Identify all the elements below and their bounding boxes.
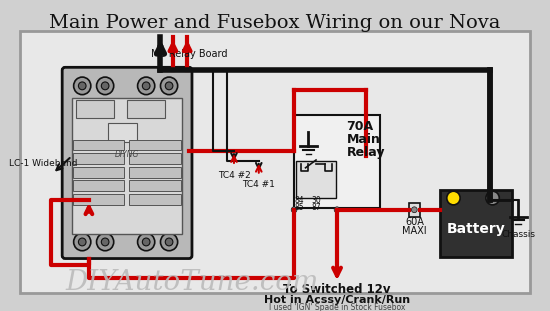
Circle shape xyxy=(79,82,86,90)
Bar xyxy=(294,115,380,208)
Circle shape xyxy=(138,233,155,251)
Circle shape xyxy=(334,207,340,213)
Circle shape xyxy=(165,238,173,246)
Text: I used 'IGN' Spade in Stock Fusebox: I used 'IGN' Spade in Stock Fusebox xyxy=(269,303,405,311)
Text: 85: 85 xyxy=(294,203,304,212)
Text: TC4 #1: TC4 #1 xyxy=(243,180,275,189)
Bar xyxy=(73,194,124,205)
Circle shape xyxy=(101,82,109,90)
Circle shape xyxy=(74,233,91,251)
Text: Battery: Battery xyxy=(447,222,505,236)
Bar xyxy=(129,180,180,191)
FancyBboxPatch shape xyxy=(62,67,192,258)
Circle shape xyxy=(97,233,114,251)
Text: DIYAutoTune.com: DIYAutoTune.com xyxy=(65,269,318,296)
Circle shape xyxy=(101,238,109,246)
Text: Main Power and Fusebox Wiring on our Nova: Main Power and Fusebox Wiring on our Nov… xyxy=(50,14,501,32)
Bar xyxy=(409,203,420,216)
Text: LC-1 Wideband: LC-1 Wideband xyxy=(9,160,78,168)
Text: To Switched 12v: To Switched 12v xyxy=(283,283,391,296)
Text: MS Relay Board: MS Relay Board xyxy=(151,49,227,59)
Circle shape xyxy=(411,207,417,213)
Circle shape xyxy=(486,191,499,205)
Circle shape xyxy=(97,77,114,95)
Circle shape xyxy=(142,238,150,246)
Bar xyxy=(108,123,136,142)
Bar xyxy=(73,167,124,178)
Bar xyxy=(72,98,183,234)
Circle shape xyxy=(161,77,178,95)
Text: Chassis: Chassis xyxy=(502,230,535,239)
Text: Main: Main xyxy=(346,133,381,146)
Bar xyxy=(129,140,180,150)
Circle shape xyxy=(165,82,173,90)
Bar xyxy=(20,31,530,293)
Bar xyxy=(73,153,124,164)
Text: DIYNG: DIYNG xyxy=(115,150,139,159)
Text: Relay: Relay xyxy=(346,146,385,159)
Circle shape xyxy=(138,77,155,95)
Text: 84: 84 xyxy=(294,196,304,205)
Text: Hot in Acssy/Crank/Run: Hot in Acssy/Crank/Run xyxy=(264,295,410,304)
Circle shape xyxy=(79,238,86,246)
Bar xyxy=(440,190,512,257)
Circle shape xyxy=(291,207,297,213)
Circle shape xyxy=(142,82,150,90)
Text: 70A: 70A xyxy=(346,120,373,133)
Bar xyxy=(75,100,114,118)
Bar xyxy=(73,180,124,191)
Bar xyxy=(129,153,180,164)
Text: 87: 87 xyxy=(311,203,321,212)
Circle shape xyxy=(447,191,460,205)
Text: TC4 #2: TC4 #2 xyxy=(218,171,250,180)
Text: MAXI: MAXI xyxy=(402,226,427,236)
Circle shape xyxy=(161,233,178,251)
Circle shape xyxy=(74,77,91,95)
Bar xyxy=(296,161,336,198)
Bar xyxy=(129,167,180,178)
Bar xyxy=(129,194,180,205)
Bar xyxy=(127,100,165,118)
Bar xyxy=(73,140,124,150)
Text: 60A: 60A xyxy=(405,217,424,227)
Text: 30: 30 xyxy=(311,196,321,205)
